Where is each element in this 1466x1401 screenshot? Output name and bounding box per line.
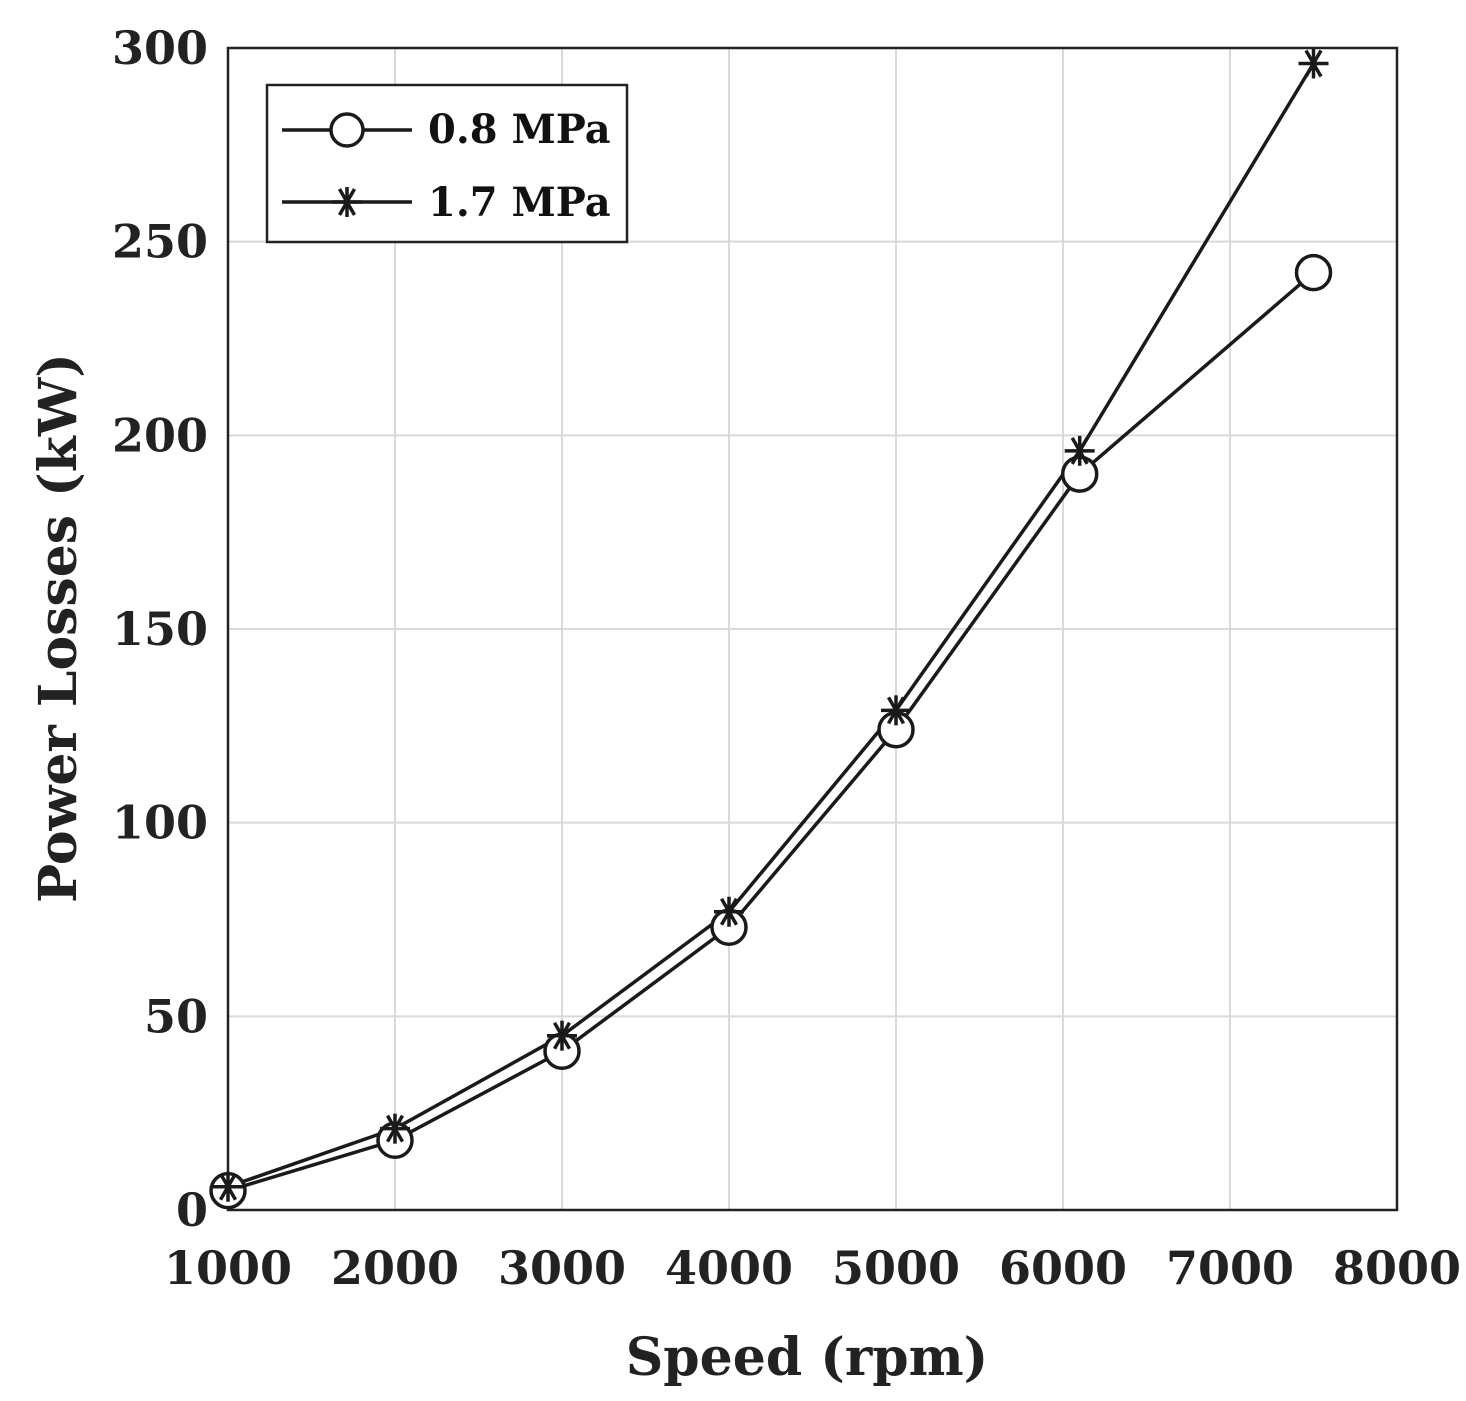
series-line-0.8-mpa [227, 271, 1315, 1193]
legend-marker-circle [329, 112, 365, 148]
y-tick-label: 100 [112, 796, 208, 850]
x-tick-label: 5000 [832, 1241, 960, 1295]
x-tick-label: 8000 [1333, 1241, 1461, 1295]
data-point-star [380, 1113, 410, 1144]
legend-box [265, 83, 629, 244]
y-tick-label: 250 [112, 215, 208, 269]
x-tick-label: 3000 [498, 1241, 626, 1295]
data-point-star [547, 1020, 577, 1051]
legend-label-0.8-mpa: 0.8 MPa [428, 106, 611, 153]
y-axis-ticks: 0 50 100 150 200 250 300 [112, 21, 208, 1237]
x-tick-label: 1000 [164, 1241, 292, 1295]
x-tick-label: 2000 [331, 1241, 459, 1295]
y-tick-label: 50 [144, 989, 208, 1043]
x-tick-label: 6000 [999, 1241, 1127, 1295]
y-tick-label: 150 [112, 602, 208, 656]
data-point-star [1298, 48, 1329, 79]
x-tick-label: 4000 [665, 1241, 793, 1295]
x-tick-label: 7000 [1166, 1241, 1294, 1295]
data-point-star [714, 896, 744, 927]
y-tick-label: 0 [176, 1183, 208, 1237]
legend: 0.8 MPa 1.7 MPa [265, 83, 629, 244]
y-tick-label: 200 [112, 408, 208, 462]
grid [227, 47, 1398, 1211]
data-point-circle [1294, 253, 1333, 292]
y-tick-label: 300 [112, 21, 208, 75]
x-axis-title: Speed (rpm) [626, 1327, 989, 1388]
series-layer [209, 48, 1333, 1210]
data-point-star [881, 695, 911, 726]
legend-marker-star [332, 187, 362, 217]
y-axis-title: Power Losses (kW) [28, 353, 89, 903]
legend-label-1.7-mpa: 1.7 MPa [428, 179, 611, 226]
x-axis-ticks: 1000 2000 3000 4000 5000 6000 7000 8000 [164, 1241, 1461, 1295]
data-point-star [213, 1171, 243, 1202]
data-point-star [1064, 435, 1095, 466]
plot-area-frame [226, 46, 1399, 1212]
